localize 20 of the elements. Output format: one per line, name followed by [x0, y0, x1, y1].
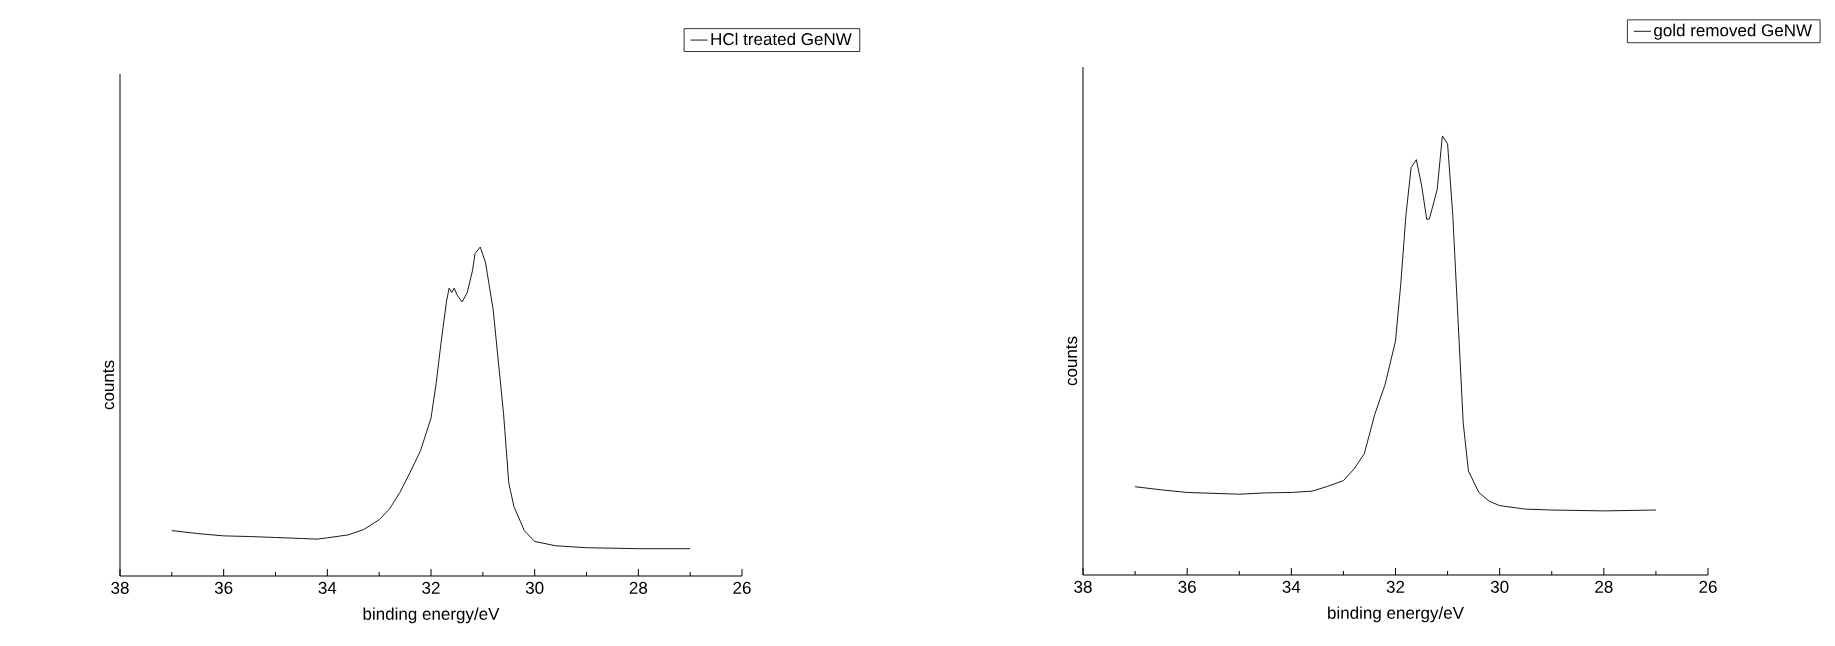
x-tick-label: 36: [1178, 580, 1196, 593]
y-axis-title: counts: [1065, 336, 1078, 386]
x-tick-label: 36: [214, 581, 233, 594]
x-tick-label: 38: [111, 581, 129, 594]
y-axis-title: counts: [102, 360, 115, 410]
x-tick-label: 32: [422, 581, 440, 594]
x-tick-label: 26: [733, 581, 751, 594]
x-axis-title: binding energy/eV: [363, 607, 500, 624]
legend-label: HCl treated GeNW: [711, 32, 852, 46]
x-tick-label: 28: [1595, 580, 1613, 593]
x-tick-label: 34: [1282, 580, 1301, 593]
x-tick-label: 32: [1386, 580, 1405, 593]
x-tick-label: 38: [1074, 580, 1092, 593]
x-tick-label: 28: [629, 581, 648, 594]
x-tick-label: 30: [525, 581, 544, 594]
x-tick-label: 30: [1490, 580, 1509, 593]
legend-label: gold removed GeNW: [1654, 23, 1813, 40]
x-axis-title: binding energy/eV: [1328, 606, 1464, 623]
x-tick-label: 26: [1699, 580, 1717, 593]
x-tick-label: 34: [318, 581, 337, 594]
